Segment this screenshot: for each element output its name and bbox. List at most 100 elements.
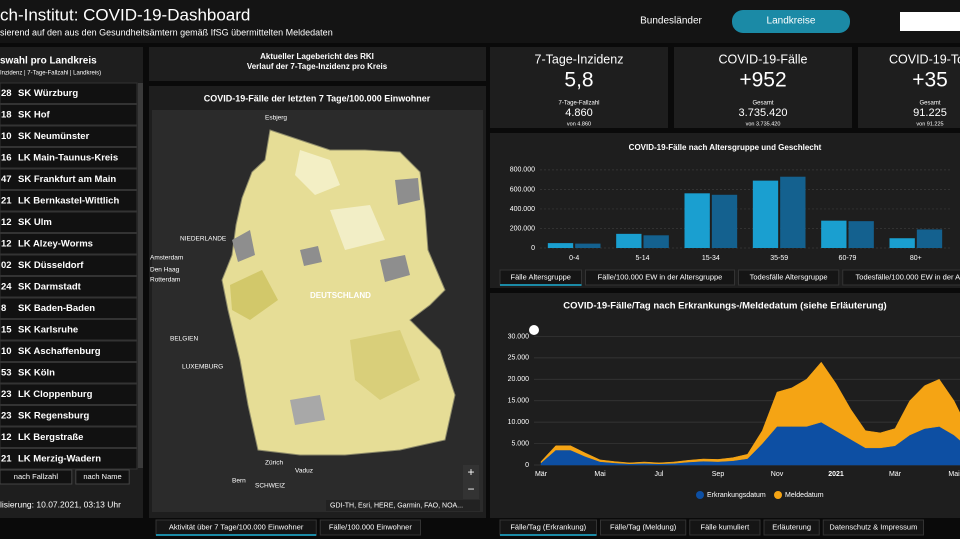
row-number: 47 [1, 174, 12, 185]
bar[interactable] [752, 180, 779, 248]
tab-label[interactable]: Fälle/100.000 EW in der Altersgruppe [598, 272, 723, 281]
tab[interactable] [822, 519, 924, 536]
bar[interactable] [780, 176, 806, 248]
list-row[interactable] [0, 233, 138, 255]
toggle-button[interactable]: Landkreise [767, 16, 816, 27]
sort-button-label[interactable]: nach Name [83, 472, 121, 481]
dropdown-box[interactable] [900, 12, 960, 31]
bar[interactable] [547, 243, 574, 248]
tab-label[interactable]: Todesfälle Altersgruppe [750, 272, 828, 281]
list-row[interactable] [0, 319, 138, 341]
bar[interactable] [575, 243, 601, 248]
tab-indicator [500, 284, 582, 286]
tab-label[interactable]: Datenschutz & Impressum [829, 522, 917, 531]
tab-label[interactable]: Todesfälle/100.000 EW in der Altersgrupp… [856, 272, 960, 281]
sort-button-label[interactable]: nach Fallzahl [14, 472, 59, 481]
x-tick-label: 35-59 [770, 255, 788, 262]
update-time: lisierung: 10.07.2021, 03:13 Uhr [0, 499, 121, 509]
row-number: 23 [1, 389, 12, 400]
area-panel [490, 293, 960, 518]
list-row[interactable] [0, 276, 138, 298]
zoom-out[interactable]: − [467, 482, 474, 496]
kpi-title: 7-Tage-Inzidenz [535, 52, 624, 66]
list-row[interactable] [0, 168, 138, 190]
tab[interactable] [738, 269, 840, 286]
tab-label[interactable]: Erläuterung [772, 522, 811, 531]
x-tick-label: Mai [594, 471, 606, 478]
slider-handle[interactable] [529, 325, 539, 335]
list-row[interactable] [0, 254, 138, 276]
x-tick-label: Nov [771, 471, 784, 478]
tab[interactable] [689, 519, 761, 536]
sidebar-title: swahl pro Landkreis [0, 56, 97, 67]
map-label: NIEDERLANDE [180, 236, 227, 243]
row-name: LK Merzig-Wadern [18, 454, 101, 465]
zoom-in[interactable]: + [467, 465, 474, 479]
list-row[interactable] [0, 147, 138, 169]
x-tick-label: Sep [712, 471, 725, 478]
list-row[interactable] [0, 362, 138, 384]
bar[interactable] [916, 229, 943, 248]
sort-button[interactable] [75, 469, 130, 485]
tab-label[interactable]: Fälle/Tag (Meldung) [610, 522, 677, 531]
list-row[interactable] [0, 211, 138, 233]
page-title: ch-Institut: COVID-19-Dashboard [0, 5, 250, 24]
map-label: Rotterdam [150, 277, 180, 284]
tab-label[interactable]: Fälle/100.000 Einwohner [329, 522, 412, 531]
zoom-control[interactable] [463, 465, 479, 499]
legend-marker [696, 491, 704, 499]
bar[interactable] [616, 233, 642, 248]
tab[interactable] [842, 269, 960, 286]
list-row[interactable] [0, 190, 138, 212]
toggle-active[interactable] [732, 10, 850, 33]
list-row[interactable] [0, 405, 138, 427]
row-name: SK Neumünster [18, 131, 90, 142]
tab[interactable] [600, 519, 687, 536]
tab-label[interactable]: Fälle/Tag (Erkrankung) [510, 522, 586, 531]
row-name: LK Main-Taunus-Kreis [18, 153, 118, 164]
toggle-button[interactable]: Bundesländer [640, 16, 702, 27]
area[interactable] [540, 361, 960, 464]
map-attribution: GDI-TH, Esri, HERE, Garmin, FAO, NOA... [330, 502, 463, 509]
tab-label[interactable]: Fälle kumuliert [700, 522, 750, 531]
y-tick-label: 5.000 [511, 440, 529, 447]
list-row[interactable] [0, 82, 138, 104]
tab[interactable] [319, 519, 421, 536]
kpi-total: 91.225 [913, 107, 947, 119]
bar[interactable] [643, 235, 669, 248]
y-tick-label: 15.000 [508, 398, 530, 405]
x-tick-label: Mär [889, 471, 902, 478]
bar[interactable] [684, 193, 710, 248]
bar[interactable] [889, 238, 915, 248]
row-name: SK Baden-Baden [18, 303, 95, 314]
list-row[interactable] [0, 297, 138, 319]
map-region-gray [232, 230, 255, 262]
list-row[interactable] [0, 383, 138, 405]
bar[interactable] [848, 221, 874, 248]
tab[interactable] [763, 519, 820, 536]
tab-label[interactable]: Fälle Altersgruppe [511, 272, 571, 281]
bar[interactable] [711, 194, 738, 248]
list-row[interactable] [0, 448, 138, 470]
list-row[interactable] [0, 125, 138, 147]
row-number: 8 [1, 303, 6, 314]
bar[interactable] [821, 220, 847, 248]
kpi-total: 3.735.420 [739, 107, 788, 119]
x-tick-label: 60-79 [839, 255, 857, 262]
tab[interactable] [585, 269, 735, 286]
list-row[interactable] [0, 104, 138, 126]
kpi-label: Gesamt [919, 101, 940, 107]
tab-indicator [500, 534, 597, 536]
list-row[interactable] [0, 340, 138, 362]
row-name: SK Frankfurt am Main [18, 174, 116, 185]
row-name: LK Bergstraße [18, 432, 83, 443]
map-region [350, 330, 420, 400]
scrollbar[interactable] [138, 83, 143, 468]
sort-button[interactable] [0, 469, 73, 485]
row-number: 53 [1, 368, 12, 379]
tab-label[interactable]: Aktivität über 7 Tage/100.000 Einwohner [169, 522, 304, 531]
map-label: SCHWEIZ [255, 483, 285, 490]
list-row[interactable] [0, 426, 138, 448]
